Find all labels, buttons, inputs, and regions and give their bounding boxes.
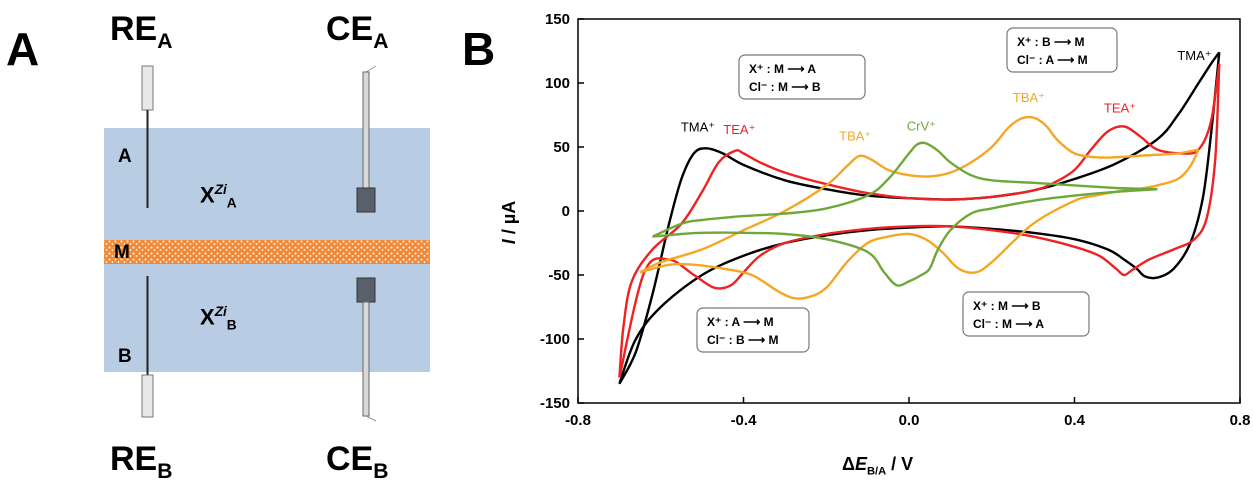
re-b-label: REB [110, 440, 173, 483]
membrane-label: M [114, 242, 130, 263]
series-tma-backward-line [618, 52, 1221, 385]
legend-layer: X⁺ : M ⟶ A Cl⁻ : M ⟶ B X⁺ : B ⟶ M Cl⁻ : A ⟶… [696, 27, 1118, 353]
membrane [104, 240, 430, 264]
series-tba-forward-line [639, 115, 1199, 274]
series-crv-forward-line [652, 141, 1158, 238]
process-box-frame [738, 54, 866, 100]
y-tick-label: 0 [562, 203, 570, 220]
x-tick-label: 0.8 [1230, 412, 1251, 429]
x-tick-label: -0.4 [731, 412, 758, 429]
process-box-3: X⁺ : A ⟶ M Cl⁻ : B ⟶ M [696, 307, 810, 353]
peak-label-tea-2: TEA⁺ [1104, 100, 1136, 115]
panel-a-letter: A [6, 23, 40, 75]
process-box-line-chloride: Cl⁻ : A ⟶ M [1017, 53, 1088, 67]
axis-layer: -0.8 -0.4 0.0 0.4 0.8 -150 -100 -50 0 50 100 150 [540, 11, 1250, 429]
process-box-frame [962, 291, 1090, 337]
process-box-line-chloride: Cl⁻ : M ⟶ A [973, 317, 1044, 331]
x-axis-title: ΔEB/A / V [842, 454, 914, 478]
process-box-frame [696, 307, 810, 353]
series-layer [618, 51, 1221, 385]
process-box-line-cation: X⁺ : M ⟶ B [973, 299, 1041, 313]
counter-electrode-b-lead [365, 415, 377, 422]
y-tick-label: -150 [540, 395, 570, 412]
cell-schematic [104, 65, 430, 422]
reference-electrode-b-body [141, 374, 154, 418]
process-box-1: X⁺ : M ⟶ A Cl⁻ : M ⟶ B [738, 54, 866, 100]
panel-b-letter: B [462, 23, 496, 75]
y-tick-label: 150 [545, 11, 570, 28]
solution-a [104, 128, 430, 240]
peak-label-crv: CrV⁺ [907, 118, 936, 133]
process-box-line-cation: X⁺ : A ⟶ M [707, 315, 774, 329]
process-box-line-cation: X⁺ : M ⟶ A [749, 62, 816, 76]
counter-electrode-a-lead [365, 65, 377, 73]
process-box-2: X⁺ : B ⟶ M Cl⁻ : A ⟶ M [1006, 27, 1118, 73]
x-tick-label: 0.0 [899, 412, 920, 429]
y-tick-label: -50 [548, 267, 570, 284]
y-axis-title: I / µA [499, 200, 520, 245]
process-box-line-chloride: Cl⁻ : B ⟶ M [707, 333, 779, 347]
counter-electrode-a-plate [356, 187, 376, 213]
solution-b [104, 264, 430, 372]
peak-label-tma: TMA⁺ [681, 120, 715, 135]
phase-a-label: A [118, 146, 132, 167]
y-tick-label: -100 [540, 331, 570, 348]
series-tea-backward-line [618, 63, 1221, 378]
peak-label-tma-2: TMA⁺ [1177, 48, 1211, 63]
x-tick-label: 0.4 [1064, 412, 1086, 429]
peak-label-tba: TBA⁺ [839, 129, 871, 144]
plot-frame [577, 18, 1241, 404]
x-tick-label: -0.8 [565, 412, 591, 429]
process-box-frame [1006, 27, 1118, 73]
phase-b-label: B [118, 346, 132, 367]
process-box-4: X⁺ : M ⟶ B Cl⁻ : M ⟶ A [962, 291, 1090, 337]
peak-label-tba-2: TBA⁺ [1013, 90, 1045, 105]
y-tick-label: 100 [545, 75, 570, 92]
series-tea-forward-line [618, 63, 1221, 378]
ion-phase-a-label: XZiA [200, 182, 237, 211]
peak-label-tea: TEA⁺ [723, 122, 755, 137]
process-box-line-cation: X⁺ : B ⟶ M [1017, 35, 1085, 49]
re-a-label: REA [110, 10, 173, 53]
y-tick-label: 50 [553, 139, 570, 156]
ce-b-label: CEB [326, 440, 389, 483]
peak-label-layer: TMA⁺ TMA⁺ TEA⁺ TEA⁺ TBA⁺ TBA⁺ CrV⁺ [681, 48, 1212, 144]
ce-a-label: CEA [326, 10, 389, 53]
ion-phase-b-label: XZiB [200, 304, 237, 333]
process-box-line-chloride: Cl⁻ : M ⟶ B [749, 80, 821, 94]
series-crv-backward-line [652, 188, 1158, 287]
